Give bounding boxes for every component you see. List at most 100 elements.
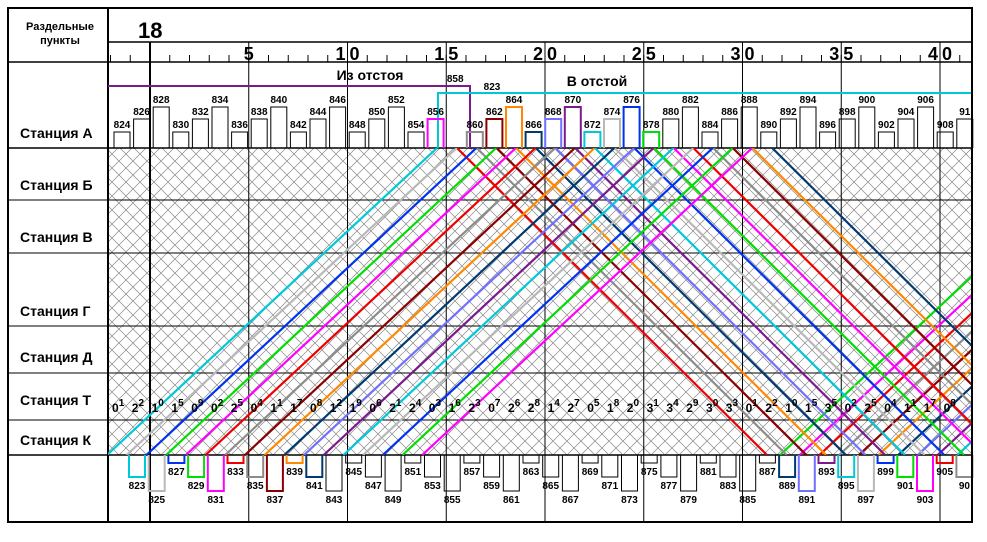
time-sup: 8: [317, 398, 323, 409]
time-sup: 3: [732, 398, 738, 409]
time-sup: 8: [950, 398, 956, 409]
depot-to-label: В отстой: [567, 73, 628, 89]
top-bracket: [820, 132, 836, 148]
bottom-bracket: [622, 455, 638, 491]
time-sup: 4: [554, 398, 560, 409]
bottom-bracket: [878, 455, 894, 463]
top-train-number: 826: [133, 107, 150, 118]
time-sup: 2: [336, 398, 342, 409]
bottom-train-number: 877: [661, 481, 678, 492]
minute-label: 40: [928, 44, 956, 64]
bottom-train-number: 893: [818, 467, 835, 478]
time-sup: 4: [891, 398, 897, 409]
top-bracket: [761, 132, 777, 148]
bottom-train-number: 827: [168, 467, 185, 478]
top-train-number: 902: [878, 120, 895, 131]
bottom-bracket: [188, 455, 204, 477]
bottom-train-number: 855: [444, 495, 461, 506]
left-title: Раздельные: [26, 21, 94, 33]
top-train-number: 906: [917, 95, 934, 106]
top-train-number: 900: [858, 95, 875, 106]
bottom-train-number: 849: [385, 495, 402, 506]
top-bracket: [722, 119, 738, 148]
bottom-train-number: 867: [562, 495, 579, 506]
station-label: Станция К: [20, 432, 91, 448]
bottom-bracket: [168, 455, 184, 463]
top-train-number: 866: [525, 120, 542, 131]
top-train-number: 854: [408, 120, 425, 131]
top-bracket: [310, 119, 326, 148]
left-title: пункты: [40, 35, 80, 47]
time-sup: 0: [713, 398, 719, 409]
top-train-number: 848: [349, 120, 366, 131]
top-bracket: [741, 107, 757, 148]
time-sup: 2: [138, 398, 144, 409]
bottom-bracket: [287, 455, 303, 463]
bottom-bracket: [149, 455, 165, 491]
bottom-train-number: 823: [129, 481, 146, 492]
bottom-train-number: 831: [207, 495, 224, 506]
top-train-number: 842: [290, 120, 307, 131]
minute-label: 35: [829, 44, 857, 64]
top-train-number: 852: [388, 95, 405, 106]
bottom-bracket: [523, 455, 539, 463]
time-sup: 5: [178, 398, 184, 409]
bottom-train-number: 873: [621, 495, 638, 506]
bottom-bracket: [602, 455, 618, 477]
top-train-number: 896: [819, 120, 836, 131]
minute-label: 15: [434, 44, 462, 64]
top-train-number: 862: [486, 107, 503, 118]
top-bracket: [682, 107, 698, 148]
bottom-bracket: [700, 455, 716, 463]
top-bracket: [859, 107, 875, 148]
top-train-number: 832: [192, 107, 209, 118]
top-bracket: [898, 119, 914, 148]
time-sup: 0: [158, 398, 164, 409]
top-bracket: [526, 132, 542, 148]
top-train-number: 882: [682, 95, 699, 106]
bottom-bracket: [464, 455, 480, 463]
bottom-bracket: [306, 455, 322, 477]
top-train-number: 830: [172, 120, 189, 131]
top-train-number: 898: [839, 107, 856, 118]
top-bracket: [800, 107, 816, 148]
top-train-number: 870: [564, 95, 581, 106]
station-label: Станция Б: [20, 177, 93, 193]
top-train-number: 878: [643, 120, 660, 131]
time-sup: 6: [455, 398, 461, 409]
bottom-bracket: [562, 455, 578, 491]
time-sup: 4: [416, 398, 422, 409]
bottom-bracket: [582, 455, 598, 463]
bottom-train-number: 881: [700, 467, 717, 478]
top-train-number: 884: [702, 120, 719, 131]
top-train-number: 908: [937, 120, 954, 131]
time-sup: 1: [653, 398, 659, 409]
top-bracket: [290, 132, 306, 148]
minute-label: 30: [730, 44, 758, 64]
time-sup: 6: [376, 398, 382, 409]
station-label: Станция Т: [20, 392, 91, 408]
bottom-bracket: [346, 455, 362, 463]
top-bracket: [349, 132, 365, 148]
bottom-bracket: [365, 455, 381, 477]
top-train-number: 840: [270, 95, 287, 106]
bottom-bracket: [937, 455, 953, 463]
top-bracket: [134, 119, 150, 148]
bottom-bracket: [819, 455, 835, 463]
bottom-train-number: 869: [582, 467, 599, 478]
top-bracket: [408, 132, 424, 148]
top-train-number: 894: [800, 95, 817, 106]
time-sup: 9: [198, 398, 204, 409]
bottom-bracket: [681, 455, 697, 491]
bottom-bracket: [385, 455, 401, 491]
bottom-train-number: 853: [424, 481, 441, 492]
time-sup: 5: [871, 398, 877, 409]
bottom-train-number: 875: [641, 467, 658, 478]
time-sup: 0: [792, 398, 798, 409]
bottom-train-number: 879: [680, 495, 697, 506]
station-label: Станция А: [20, 125, 93, 141]
time-sup: 3: [435, 398, 441, 409]
bottom-train-number: 865: [542, 481, 559, 492]
top-train-number: 834: [212, 95, 229, 106]
